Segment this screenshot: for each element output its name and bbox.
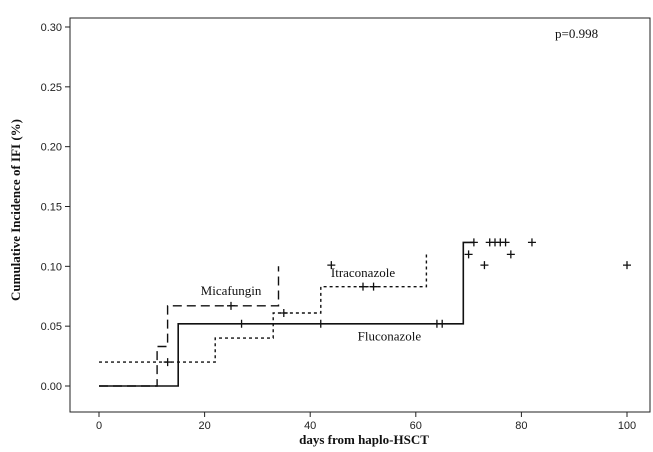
censor-mark-fluconazole <box>469 238 478 247</box>
x-tick-label: 40 <box>304 420 316 432</box>
y-axis-title: Cumulative Incidence of IFI (%) <box>8 119 23 301</box>
x-tick-label: 80 <box>515 420 527 432</box>
censor-mark-itraconazole <box>506 250 515 259</box>
censor-mark-fluconazole <box>316 319 325 328</box>
y-tick-label: 0.20 <box>41 142 62 154</box>
x-tick-label: 0 <box>96 420 102 432</box>
x-tick-label: 20 <box>198 420 210 432</box>
x-tick-label: 60 <box>410 420 422 432</box>
censor-mark-itraconazole <box>369 282 378 291</box>
y-tick-label: 0.00 <box>41 381 62 393</box>
p-value-annotation: p=0.998 <box>555 26 598 41</box>
censor-mark-fluconazole <box>501 238 510 247</box>
y-tick-label: 0.30 <box>41 22 62 34</box>
x-tick-label: 100 <box>618 420 636 432</box>
series-label-itraconazole: Itraconazole <box>331 265 395 280</box>
censor-mark-itraconazole <box>480 261 489 270</box>
series-line-itraconazole <box>99 254 428 363</box>
y-tick-label: 0.05 <box>41 321 62 333</box>
series-label-micafungin: Micafungin <box>201 283 262 298</box>
y-tick-label: 0.25 <box>41 82 62 94</box>
y-tick-label: 0.15 <box>41 202 62 214</box>
series-line-micafungin <box>99 266 280 387</box>
series-label-fluconazole: Fluconazole <box>358 329 422 344</box>
censor-mark-fluconazole <box>237 319 246 328</box>
censor-mark-itraconazole <box>163 358 172 367</box>
censor-mark-fluconazole <box>438 319 447 328</box>
censor-mark-itraconazole <box>359 282 367 291</box>
y-tick-label: 0.10 <box>41 261 62 273</box>
censor-mark-micafungin <box>227 301 235 310</box>
censor-mark-fluconazole <box>527 238 536 247</box>
censor-mark-fluconazole <box>623 261 631 270</box>
censor-mark-itraconazole <box>327 261 336 270</box>
plot-frame <box>69 17 651 413</box>
x-axis-title: days from haplo-HSCT <box>299 432 429 447</box>
censor-mark-itraconazole <box>464 250 473 259</box>
